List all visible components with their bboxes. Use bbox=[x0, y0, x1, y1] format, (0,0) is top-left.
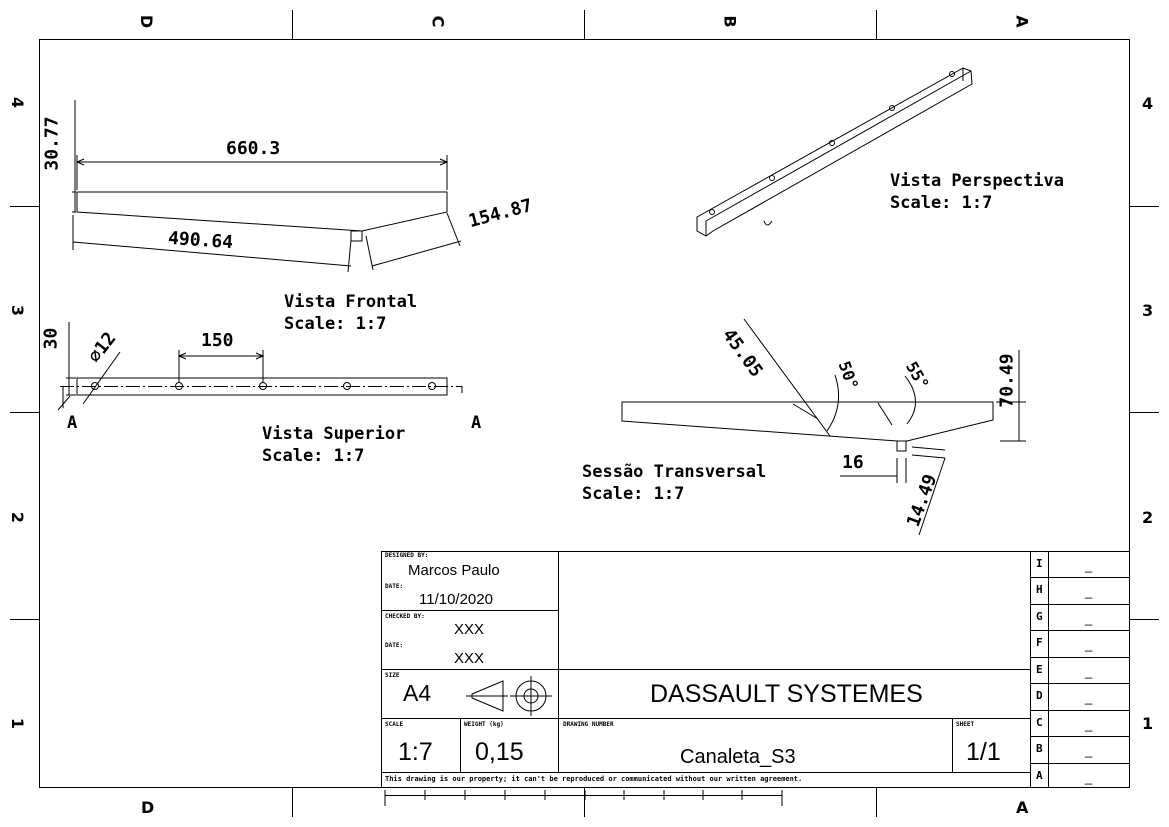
top-view-geometry bbox=[57, 322, 463, 411]
revision-row: B _ bbox=[1031, 737, 1129, 764]
revision-row: G _ bbox=[1031, 605, 1129, 631]
top-view-scale: Scale: 1:7 bbox=[262, 446, 365, 466]
zone-left-4: 4 bbox=[8, 96, 28, 109]
zone-right-4: 4 bbox=[1142, 94, 1154, 113]
revision-letter: I bbox=[1036, 557, 1043, 570]
zone-right-3: 3 bbox=[1142, 301, 1154, 320]
design-date: 11/10/2020 bbox=[419, 591, 493, 608]
revision-value: _ bbox=[1085, 770, 1093, 785]
revision-letter: A bbox=[1036, 769, 1043, 782]
drawing-frame bbox=[39, 39, 1130, 788]
zone-top-b: B bbox=[720, 15, 740, 28]
revision-row: E _ bbox=[1031, 658, 1129, 684]
revision-letter: C bbox=[1036, 716, 1043, 729]
top-spacing-dim: 150 bbox=[201, 330, 234, 351]
front-height-dim: 30.77 bbox=[41, 116, 63, 171]
top-view-title: Vista Superior Scale: 1:7 bbox=[262, 423, 405, 467]
revision-value: _ bbox=[1085, 664, 1093, 679]
section-view-name: Sessão Transversal bbox=[582, 462, 767, 482]
perspective-view-title: Vista Perspectiva Scale: 1:7 bbox=[890, 170, 1064, 214]
checked-by-label: CHECKED BY: bbox=[385, 613, 425, 620]
zone-top-c: C bbox=[428, 15, 448, 28]
revision-letter: F bbox=[1036, 636, 1043, 649]
revision-letter: D bbox=[1036, 689, 1043, 702]
zone-top-d: D bbox=[137, 14, 157, 29]
revision-value: _ bbox=[1085, 690, 1093, 705]
section-marker-left: A bbox=[67, 413, 78, 433]
perspective-view-scale: Scale: 1:7 bbox=[890, 193, 993, 213]
sheet-number: 1/1 bbox=[966, 738, 1001, 766]
front-length-dim: 660.3 bbox=[226, 138, 281, 159]
zone-left-1: 1 bbox=[8, 717, 28, 730]
designer-name: Marcos Paulo bbox=[408, 562, 500, 579]
revision-letter: G bbox=[1036, 610, 1043, 623]
front-view-scale: Scale: 1:7 bbox=[284, 314, 387, 334]
checker-name: XXX bbox=[454, 621, 485, 638]
front-view-geometry bbox=[72, 100, 462, 273]
top-width-dim: 30 bbox=[40, 327, 62, 350]
revision-row: D _ bbox=[1031, 684, 1129, 711]
revision-letter: H bbox=[1036, 583, 1043, 596]
revision-row: C _ bbox=[1031, 711, 1129, 737]
title-block-lines bbox=[381, 551, 1130, 806]
size-label: SIZE bbox=[385, 672, 400, 679]
zone-right-1: 1 bbox=[1142, 714, 1154, 733]
zone-top-a: A bbox=[1012, 15, 1032, 28]
front-view-title: Vista Frontal Scale: 1:7 bbox=[284, 291, 417, 335]
perspective-view-geometry bbox=[696, 67, 973, 237]
revision-value: _ bbox=[1085, 611, 1093, 626]
sheet-label: SHEET bbox=[956, 721, 975, 728]
disclaimer-text: This drawing is our property; it can't b… bbox=[385, 775, 803, 783]
drawing-scale: 1:7 bbox=[398, 738, 433, 766]
revision-letter: E bbox=[1036, 663, 1043, 676]
revision-row: I _ bbox=[1031, 552, 1129, 578]
revision-value: _ bbox=[1085, 558, 1093, 573]
zone-bottom-a: A bbox=[1016, 798, 1029, 817]
section-height-dim: 70.49 bbox=[996, 353, 1018, 408]
zone-right-2: 2 bbox=[1142, 508, 1154, 527]
zone-left-3: 3 bbox=[8, 304, 28, 317]
revision-value: _ bbox=[1085, 743, 1093, 758]
scale-label: SCALE bbox=[385, 721, 404, 728]
check-date: XXX bbox=[454, 650, 485, 667]
revision-value: _ bbox=[1085, 584, 1093, 599]
revision-row: F _ bbox=[1031, 631, 1129, 658]
top-view-name: Vista Superior bbox=[262, 424, 406, 444]
weight-label: WEIGHT (kg) bbox=[464, 721, 504, 728]
section-16-dim: 16 bbox=[842, 452, 864, 473]
date-label: DATE: bbox=[385, 583, 404, 590]
section-view-title: Sessão Transversal Scale: 1:7 bbox=[582, 461, 766, 505]
revision-letter: B bbox=[1036, 742, 1043, 755]
perspective-view-name: Vista Perspectiva bbox=[890, 171, 1064, 191]
company-name: DASSAULT SYSTEMES bbox=[650, 680, 923, 708]
revision-row: A _ bbox=[1031, 764, 1129, 789]
revision-value: _ bbox=[1085, 637, 1093, 652]
designed-by-label: DESIGNED BY: bbox=[385, 552, 429, 559]
zone-bottom-d: D bbox=[141, 798, 155, 817]
drawing-number-label: DRAWING NUMBER bbox=[563, 721, 614, 728]
zone-left-2: 2 bbox=[8, 511, 28, 524]
section-view-scale: Scale: 1:7 bbox=[582, 484, 685, 504]
front-view-name: Vista Frontal bbox=[284, 292, 418, 312]
part-weight: 0,15 bbox=[475, 738, 524, 766]
section-marker-right: A bbox=[471, 413, 482, 433]
revision-value: _ bbox=[1085, 717, 1093, 732]
date2-label: DATE: bbox=[385, 642, 404, 649]
drawing-number: Canaleta_S3 bbox=[680, 746, 796, 768]
section-view-geometry bbox=[621, 318, 1026, 536]
sheet-size: A4 bbox=[403, 680, 432, 706]
revision-row: H _ bbox=[1031, 578, 1129, 605]
front-bottom-left-dim: 490.64 bbox=[167, 227, 234, 254]
